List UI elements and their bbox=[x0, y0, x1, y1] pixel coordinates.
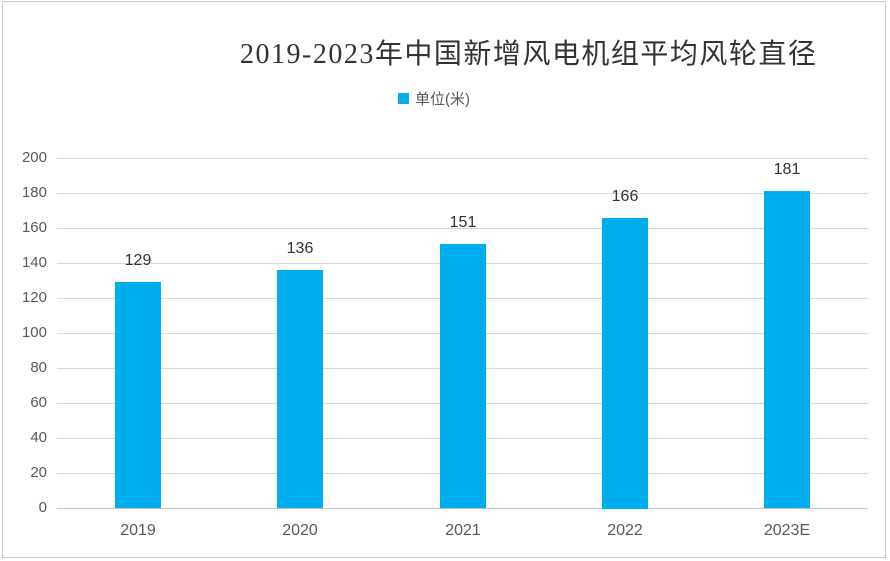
x-axis-line bbox=[57, 508, 868, 509]
bar-2019 bbox=[115, 282, 161, 508]
legend-swatch-icon bbox=[398, 93, 409, 104]
value-label: 151 bbox=[449, 214, 477, 231]
y-axis-tick-label: 20 bbox=[30, 464, 47, 481]
y-axis-tick-label: 40 bbox=[30, 429, 47, 446]
y-axis-tick-label: 180 bbox=[21, 184, 47, 201]
x-axis-tick-label: 2019 bbox=[120, 522, 156, 539]
bar-2021 bbox=[440, 244, 486, 508]
value-label: 129 bbox=[124, 252, 152, 269]
y-axis-tick-label: 60 bbox=[30, 394, 47, 411]
y-axis-tick-label: 100 bbox=[21, 324, 47, 341]
bar-2023E bbox=[764, 191, 810, 508]
x-axis-tick-label: 2020 bbox=[282, 522, 318, 539]
bar-2022 bbox=[602, 218, 648, 509]
x-axis-tick-label: 2023E bbox=[763, 522, 811, 539]
value-label: 166 bbox=[611, 188, 639, 205]
y-axis-tick-label: 160 bbox=[21, 219, 47, 236]
chart-title: 2019-2023年中国新增风电机组平均风轮直径 bbox=[240, 39, 818, 70]
value-label: 136 bbox=[286, 240, 314, 257]
y-axis-tick-label: 200 bbox=[21, 149, 47, 166]
gridline bbox=[57, 158, 868, 159]
bar-2020 bbox=[277, 270, 323, 508]
value-label: 181 bbox=[773, 161, 801, 178]
y-axis-tick-label: 120 bbox=[21, 289, 47, 306]
y-axis-tick-label: 0 bbox=[38, 499, 47, 516]
x-axis-tick-label: 2021 bbox=[445, 522, 481, 539]
x-axis-tick-label: 2022 bbox=[607, 522, 643, 539]
legend-label: 单位(米) bbox=[415, 91, 470, 108]
y-axis-tick-label: 80 bbox=[30, 359, 47, 376]
gridline bbox=[57, 193, 868, 194]
legend: 单位(米) bbox=[398, 88, 470, 109]
gridline bbox=[57, 228, 868, 229]
y-axis-tick-label: 140 bbox=[21, 254, 47, 271]
